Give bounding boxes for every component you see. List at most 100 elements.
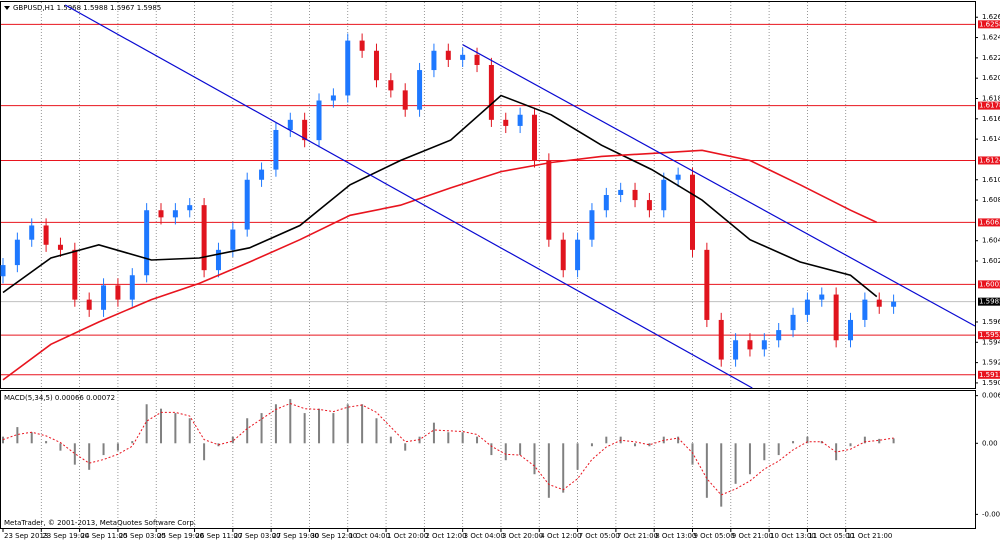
macd-bar [2,436,4,444]
macd-bar [504,443,507,461]
macd-bar [792,441,795,444]
x-tick-label: 25 Sep 03:00 [119,532,166,540]
x-tick-label: 9 Oct 21:00 [732,532,773,540]
candle-body [373,50,379,81]
level-label: 1.6124 [979,156,1000,164]
macd-bar [734,443,737,484]
macd-bar [605,436,608,444]
macd-bar [576,443,579,470]
x-tick-label: 4 Oct 12:00 [540,532,581,540]
candle-body [517,114,523,126]
x-tick-label: 25 Sep 19:00 [157,532,204,540]
level-label: 1.6178 [979,102,1000,110]
y-tick-label: 1.6085 [982,196,1000,204]
candle-body [172,210,178,218]
macd-bar [289,399,292,444]
candle-body [689,174,695,250]
macd-bar [533,443,536,475]
x-tick-label: 2 Oct 12:00 [425,532,466,540]
candle-body [14,239,20,266]
macd-bar [145,404,148,444]
x-tick-label: 3 Oct 20:00 [502,532,543,540]
candle-body [833,294,839,341]
level-label-box [978,218,1000,227]
macd-bar [748,443,751,475]
y-tick-label: 0.00 [982,439,998,447]
candle-body [43,225,49,245]
level-label-box [978,331,1000,340]
x-tick-label: 3 Oct 04:00 [464,532,505,540]
x-tick-label: 24 Sep 11:00 [81,532,128,540]
x-tick-label: 10 Oct 13:00 [770,532,816,540]
candle-body [158,210,164,218]
x-tick-label: 8 Oct 13:00 [655,532,696,540]
x-tick-label: 30 Sep 12:00 [310,532,357,540]
x-tick-label: 1 Oct 20:00 [387,532,428,540]
candle-body [575,239,581,271]
candle-body [86,299,92,310]
candle-body [618,189,624,195]
macd-bar [461,432,464,444]
level-label-box [978,101,1000,110]
candle-body [330,95,336,101]
macd-bar [648,443,651,447]
menu-arrow[interactable] [4,6,10,10]
candle-body [215,249,221,271]
candle-body [359,40,365,51]
y-tick-label: 0.00647 [982,392,1000,400]
macd-bar [562,443,565,493]
price-panel-frame [0,1,976,389]
candle-body [488,64,494,120]
candle-body [431,50,437,71]
macd-bar [274,404,277,444]
macd-bar [160,408,163,444]
y-tick-label: 1.5925 [982,359,1000,367]
macd-bar [346,404,349,444]
macd-bar [188,418,191,444]
candle-body [747,340,753,350]
macd-bar [590,443,593,447]
macd-bar [806,436,809,444]
x-tick-label: 11 Oct 05:00 [808,532,854,540]
macd-bar [45,441,48,444]
candle-body [445,50,451,60]
macd-bar [634,443,637,447]
macd-bar [203,443,206,461]
macd-bar [361,404,364,444]
candle-body [646,200,652,211]
candle-body [546,160,552,240]
candle-body [632,189,638,201]
level-label-box [978,156,1000,165]
y-tick-label: 1.6245 [982,34,1000,42]
candle-body [848,319,854,341]
macd-bar [863,436,866,444]
y-tick-label: 1.6105 [982,176,1000,184]
trendline [462,44,976,327]
candle-body [804,299,810,315]
y-tick-label: 1.5965 [982,318,1000,326]
candle-body [733,340,739,360]
y-tick-label: 1.6225 [982,54,1000,62]
candle-body [704,249,710,320]
macd-bar [260,413,263,444]
x-tick-label: 27 Sep 19:00 [272,532,319,540]
candle-body [460,54,466,60]
candle-body [474,54,480,65]
candle-body [57,244,63,250]
y-tick-label: -0.00965 [982,510,1000,518]
macd-bar [878,438,881,444]
y-tick-label: 1.6025 [982,257,1000,265]
macd-bar [763,443,766,461]
macd-bar [432,422,435,444]
candle-body [287,119,293,130]
level-label: 1.5913 [979,371,1000,379]
macd-bar [16,427,19,444]
x-tick-label: 27 Sep 03:00 [234,532,281,540]
candle-body [29,225,35,240]
macd-bar [677,436,680,444]
macd-bar [332,413,335,444]
macd-bar [303,413,306,444]
candle-body [129,275,135,300]
candle-body [101,285,107,310]
